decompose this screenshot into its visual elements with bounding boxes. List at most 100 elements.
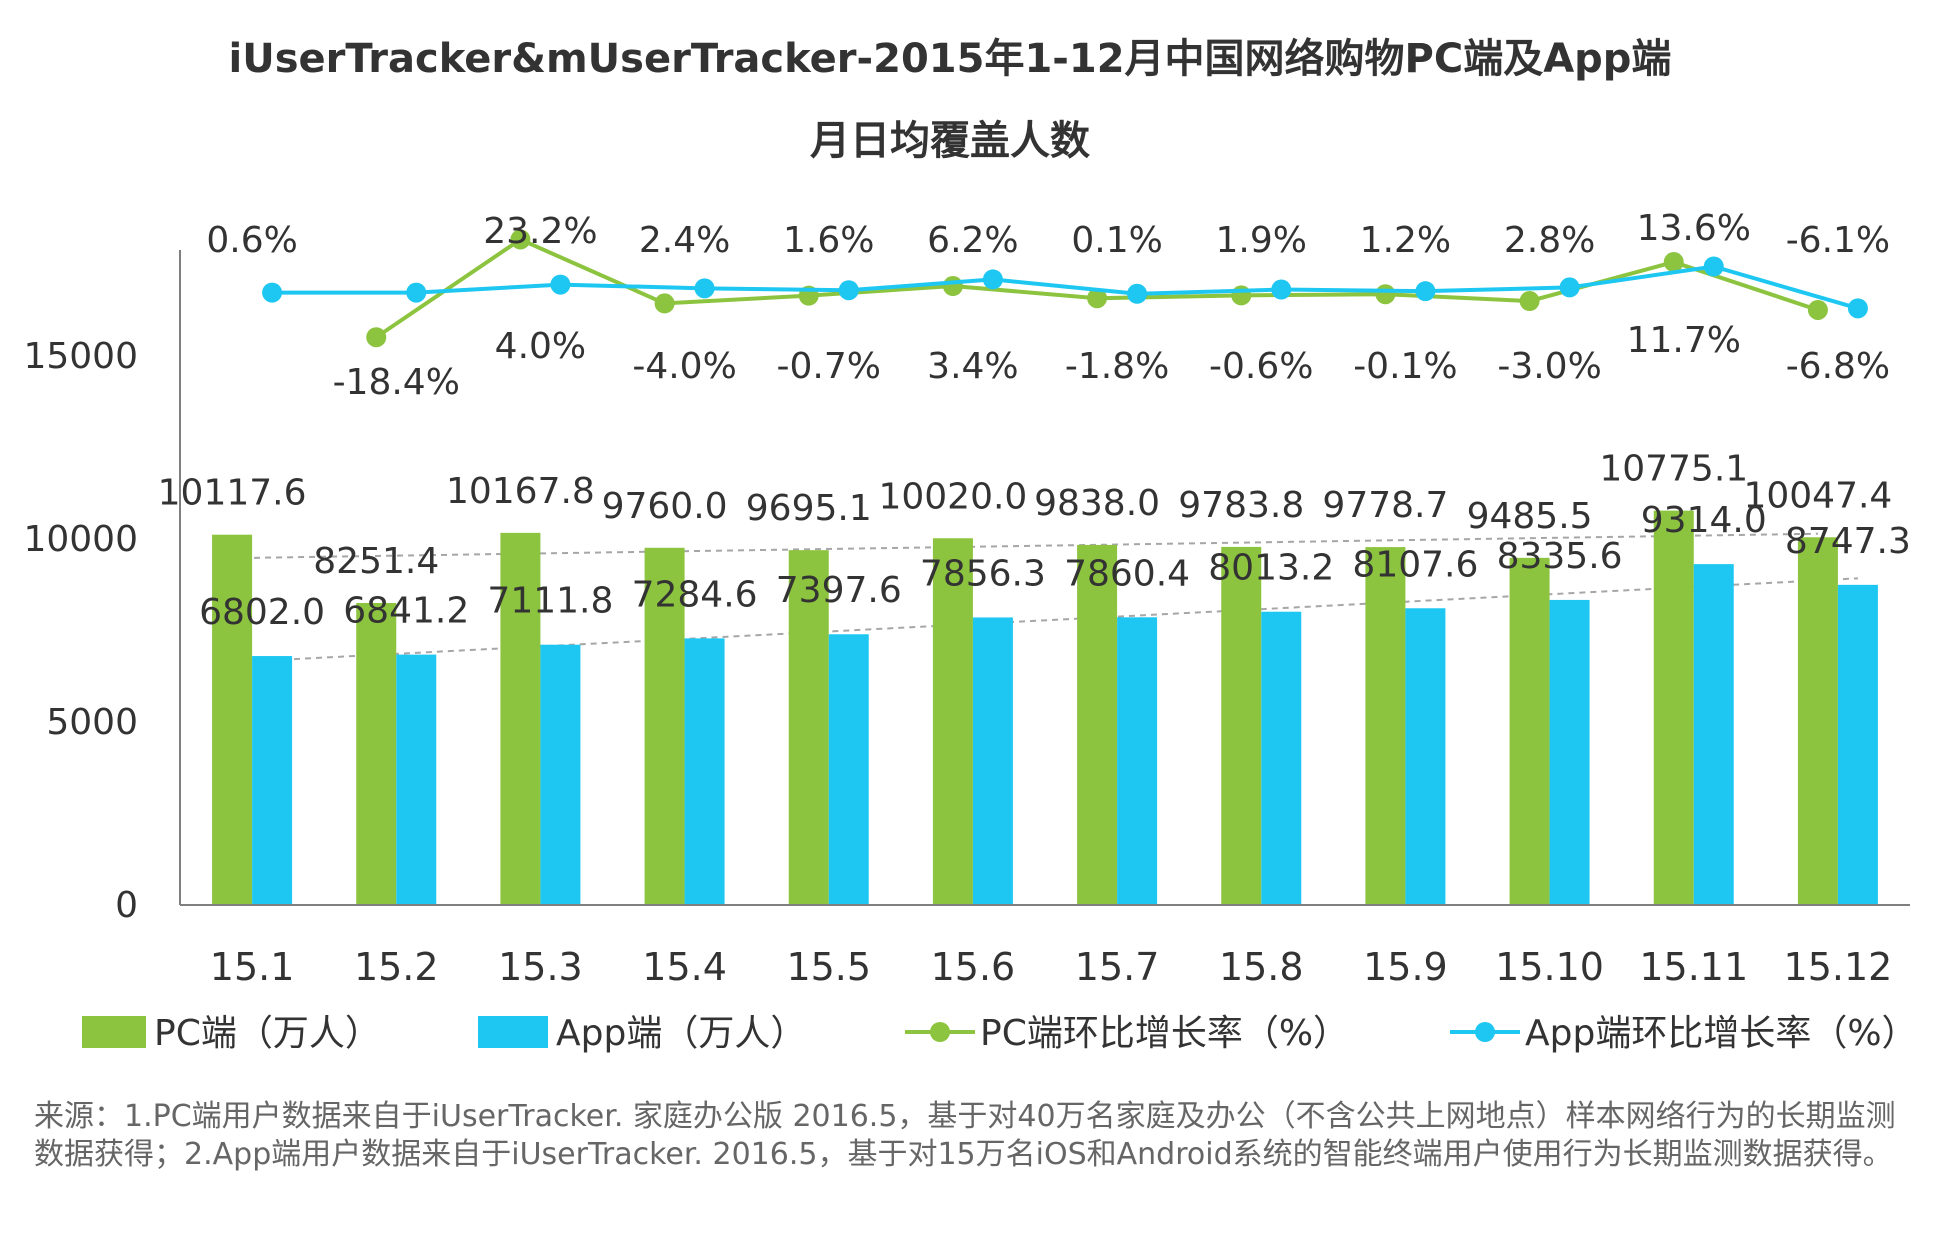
app-value-label: 9314.0: [1641, 500, 1767, 541]
pc-growth-label: -3.0%: [1497, 346, 1601, 387]
pc-growth-point: [1375, 284, 1396, 305]
app-growth-label: 1.6%: [783, 220, 874, 261]
app-bar: [1117, 617, 1158, 905]
app-growth-point: [1559, 277, 1580, 298]
x-tick-label: 15.6: [931, 945, 1016, 989]
app-bar: [1549, 599, 1590, 905]
chart-title-line1: iUserTracker&mUserTracker-2015年1-12月中国网络…: [229, 36, 1672, 82]
x-tick-label: 15.2: [354, 945, 439, 989]
app-value-label: 6841.2: [343, 591, 469, 632]
legend-marker-app-growth: [1475, 1022, 1495, 1042]
app-growth-label: 1.2%: [1360, 220, 1451, 261]
pc-bar: [356, 602, 397, 905]
pc-bar: [1653, 510, 1694, 905]
app-growth-label: 2.4%: [639, 220, 730, 261]
y-tick-label: 0: [115, 885, 138, 926]
pc-value-label: 9485.5: [1467, 496, 1593, 537]
legend-label-pc: PC端（万人）: [154, 1013, 381, 1054]
x-tick-label: 15.10: [1495, 945, 1604, 989]
growth-lines: [262, 229, 1868, 348]
app-value-label: 8107.6: [1352, 544, 1478, 585]
app-growth-label: 6.2%: [927, 220, 1018, 261]
pc-growth-point: [654, 293, 675, 314]
app-growth-label: 1.9%: [1216, 220, 1307, 261]
app-value-label: 8335.6: [1497, 536, 1623, 577]
app-value-label: 8013.2: [1208, 548, 1334, 589]
pc-value-label: 10020.0: [878, 476, 1027, 517]
pc-growth-point: [1519, 291, 1540, 312]
pc-value-label: 9838.0: [1034, 483, 1160, 524]
x-tick-label: 15.5: [786, 945, 871, 989]
app-growth-point: [1847, 298, 1868, 319]
app-bar: [396, 654, 437, 905]
pc-growth-point: [366, 327, 387, 348]
app-growth-point: [406, 282, 427, 303]
pc-value-label: 9695.1: [746, 488, 872, 529]
app-bar: [1405, 608, 1446, 905]
app-growth-point: [838, 280, 859, 301]
pc-value-label: 9783.8: [1178, 485, 1304, 526]
pc-growth-label: -0.6%: [1209, 346, 1313, 387]
legend-label-app: App端（万人）: [556, 1013, 806, 1054]
bars: [212, 510, 1878, 905]
pc-value-label: 8251.4: [313, 541, 439, 582]
pc-growth-point: [1087, 288, 1108, 309]
app-value-label: 6802.0: [199, 592, 325, 633]
app-bar: [684, 638, 725, 905]
pc-bar: [788, 550, 829, 905]
app-growth-point: [550, 274, 571, 295]
pc-growth-label: -1.8%: [1065, 346, 1169, 387]
pc-bar: [932, 538, 973, 905]
pc-bar: [1509, 557, 1550, 905]
pc-growth-label: -0.1%: [1353, 346, 1457, 387]
pc-bar: [500, 532, 541, 905]
pc-bar: [1797, 537, 1838, 905]
pc-trend-line: [232, 532, 1818, 560]
source-note: 来源：1.PC端用户数据来自于iUserTracker. 家庭办公版 2016.…: [34, 1099, 1896, 1172]
x-tick-label: 15.12: [1784, 945, 1893, 989]
app-value-label: 7856.3: [920, 553, 1046, 594]
pc-value-label: 10167.8: [446, 471, 595, 512]
x-tick-label: 15.3: [498, 945, 583, 989]
pc-growth-label: 23.2%: [483, 211, 597, 252]
legend-label-pc-growth: PC端环比增长率（%）: [980, 1013, 1349, 1054]
x-tick-label: 15.1: [210, 945, 295, 989]
pc-growth-label: 3.4%: [927, 346, 1018, 387]
chart-title-line2: 月日均覆盖人数: [810, 118, 1090, 164]
app-bar: [972, 617, 1013, 905]
app-growth-point: [982, 269, 1003, 290]
pc-growth-label: -18.4%: [333, 362, 460, 403]
app-value-label: 7397.6: [776, 570, 902, 611]
x-tick-label: 15.8: [1219, 945, 1304, 989]
axes: 0 5000 10000 15000 15.1 15.2 15.3 15.4 15.5 15.6 1…: [23, 250, 1910, 989]
app-value-label: 7284.6: [632, 574, 758, 615]
chart: iUserTracker&mUserTracker-2015年1-12月中国网络…: [23, 36, 1918, 1054]
y-tick-label: 5000: [46, 702, 138, 743]
legend-swatch-pc: [82, 1016, 146, 1048]
app-bar: [1837, 584, 1878, 905]
y-tick-label: 10000: [23, 519, 138, 560]
x-tick-label: 15.7: [1075, 945, 1160, 989]
x-tick-label: 15.4: [642, 945, 727, 989]
app-growth-label: 2.8%: [1504, 220, 1595, 261]
pc-value-label: 10047.4: [1743, 475, 1892, 516]
app-growth-point: [1703, 256, 1724, 277]
pc-bar: [1365, 547, 1406, 905]
x-tick-label: 15.11: [1639, 945, 1748, 989]
pc-value-label: 9760.0: [602, 486, 728, 527]
app-growth-point: [1271, 279, 1292, 300]
app-bar: [1261, 611, 1302, 905]
app-growth-label: 0.6%: [206, 220, 297, 261]
pc-growth-label: 13.6%: [1637, 208, 1751, 249]
pc-value-label: 10775.1: [1599, 449, 1748, 490]
y-tick-label: 15000: [23, 336, 138, 377]
pc-bar: [1077, 544, 1118, 905]
app-bar: [1693, 564, 1734, 905]
legend-marker-pc-growth: [930, 1022, 950, 1042]
legend: PC端（万人） App端（万人） PC端环比增长率（%） App端环比增长率（%）: [82, 1013, 1918, 1054]
app-bar: [252, 656, 293, 905]
pc-bar: [212, 534, 253, 905]
pc-growth-label: -6.8%: [1786, 346, 1890, 387]
pc-growth-label: -4.0%: [632, 346, 736, 387]
